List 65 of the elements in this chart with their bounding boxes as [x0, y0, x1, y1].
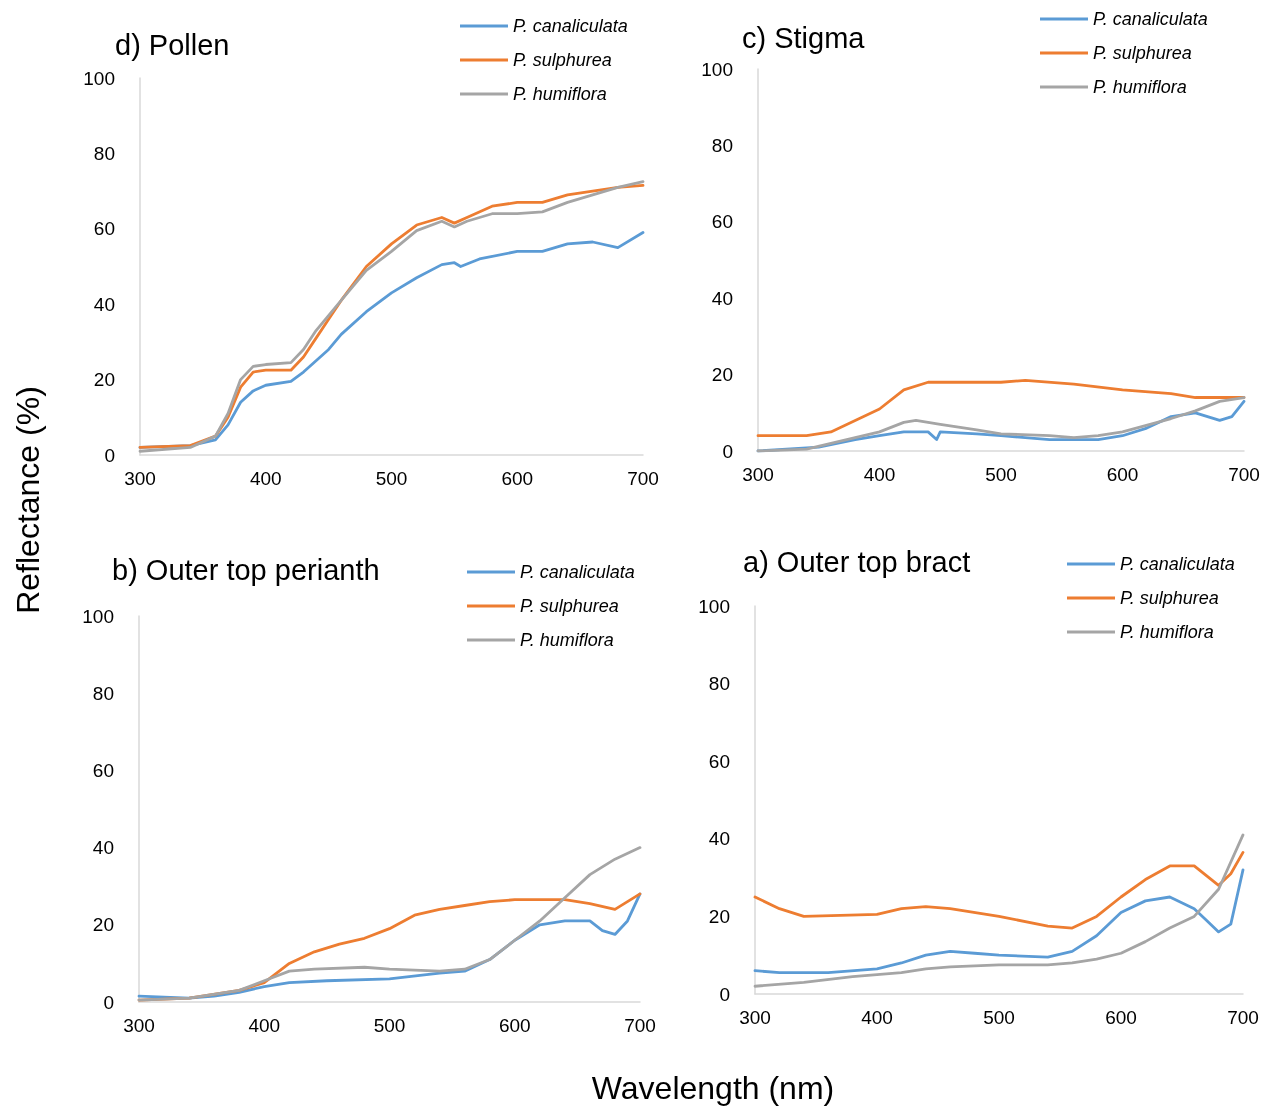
x-tick-label: 600: [498, 1015, 531, 1036]
x-axis-title: Wavelength (nm): [591, 1069, 835, 1107]
legend-label: P. sulphurea: [1120, 588, 1219, 608]
y-tick-label: 40: [711, 287, 733, 309]
y-tick-label: 60: [708, 750, 730, 772]
legend-label: P. canaliculata: [1120, 554, 1235, 574]
legend-label: P. humiflora: [513, 84, 607, 104]
y-tick-label: 20: [708, 905, 730, 927]
y-tick-label: 80: [92, 682, 114, 704]
y-tick-label: 0: [719, 983, 730, 1005]
y-tick-label: 0: [722, 440, 733, 462]
x-tick-label: 300: [739, 1007, 771, 1028]
x-tick-label: 400: [249, 468, 282, 489]
x-tick-label: 400: [861, 1007, 893, 1028]
line-series: [753, 833, 1245, 988]
x-tick-label: 500: [983, 1007, 1015, 1028]
chart-title: d) Pollen: [115, 28, 230, 61]
chart-title: b) Outer top perianth: [112, 553, 380, 586]
x-tick-label: 400: [248, 1015, 281, 1036]
chart-title: a) Outer top bract: [743, 545, 971, 578]
y-tick-label: 100: [82, 605, 114, 627]
legend-label: P. humiflora: [1120, 622, 1214, 642]
y-tick-label: 20: [92, 914, 114, 936]
legend-label: P. sulphurea: [1093, 43, 1192, 63]
x-tick-label: 700: [1228, 464, 1260, 485]
x-tick-label: 300: [123, 1015, 155, 1036]
y-tick-label: 40: [708, 828, 730, 850]
x-tick-label: 600: [501, 468, 534, 489]
legend-label: P. canaliculata: [520, 562, 635, 582]
x-tick-label: 700: [1227, 1007, 1259, 1028]
y-tick-label: 60: [711, 211, 733, 233]
x-tick-label: 700: [624, 1015, 656, 1036]
y-tick-label: 80: [708, 673, 730, 695]
y-tick-label: 80: [711, 134, 733, 156]
y-tick-label: 80: [93, 142, 115, 164]
x-tick-label: 500: [375, 468, 408, 489]
x-tick-label: 500: [985, 464, 1017, 485]
x-tick-label: 600: [1106, 464, 1139, 485]
y-tick-label: 20: [93, 369, 115, 391]
line-series: [753, 868, 1245, 975]
legend-label: P. humiflora: [520, 630, 614, 650]
y-tick-label: 100: [698, 595, 730, 617]
x-tick-label: 300: [742, 464, 774, 485]
y-tick-label: 0: [103, 991, 114, 1013]
line-series: [753, 850, 1245, 930]
x-tick-label: 400: [863, 464, 896, 485]
legend-label: P. sulphurea: [513, 50, 612, 70]
y-tick-label: 20: [711, 364, 733, 386]
legend-label: P. canaliculata: [1093, 9, 1208, 29]
y-axis-title: Reflectance (%): [9, 386, 47, 614]
y-tick-label: 0: [104, 444, 115, 466]
y-tick-label: 60: [93, 218, 115, 240]
x-tick-label: 500: [373, 1015, 406, 1036]
legend-label: P. humiflora: [1093, 77, 1187, 97]
x-tick-label: 700: [627, 468, 659, 489]
chart-title: c) Stigma: [742, 21, 866, 54]
y-tick-label: 60: [92, 759, 114, 781]
y-tick-label: 40: [92, 837, 114, 859]
x-tick-label: 300: [124, 468, 156, 489]
x-tick-label: 600: [1105, 1007, 1137, 1028]
y-tick-label: 100: [701, 58, 733, 80]
legend-label: P. canaliculata: [513, 16, 628, 36]
y-tick-label: 100: [83, 67, 115, 89]
y-tick-label: 40: [93, 293, 115, 315]
legend-label: P. sulphurea: [520, 596, 619, 616]
